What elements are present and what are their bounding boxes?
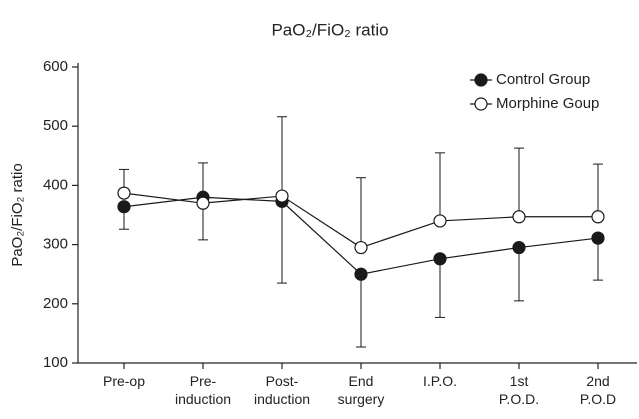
point (591, 231, 605, 245)
x-tick-label: Pre- induction (174, 373, 232, 407)
y-tick-label: 600 (43, 58, 68, 75)
point (117, 186, 131, 200)
y-tick-label: 300 (43, 236, 68, 253)
x-tick-label: 1st P.O.D. (498, 373, 540, 407)
y-tick-label: 500 (43, 117, 68, 134)
point (512, 240, 526, 255)
x-tick-label: End surgery (337, 373, 385, 407)
point (591, 210, 605, 224)
chart-title: PaO₂/FiO₂ ratio (271, 20, 388, 39)
point (433, 252, 447, 266)
x-tick-label: Post- induction (253, 373, 311, 407)
point (275, 189, 289, 203)
legend-marker (474, 97, 488, 111)
x-tick-label: Pre-op (102, 373, 146, 389)
point (117, 200, 131, 214)
point (354, 267, 368, 281)
y-tick-label: 100 (43, 354, 68, 371)
y-tick-label: 200 (43, 295, 68, 312)
x-tick-label: I.P.O. (423, 373, 457, 389)
legend-label: Control Group (496, 71, 590, 88)
point (433, 214, 447, 228)
point (196, 196, 210, 210)
x-tick-label: 2nd P.O.D (579, 373, 617, 407)
y-axis-label: PaO₂/FiO₂ ratio (9, 163, 26, 266)
legend-label: Morphine Goup (496, 95, 599, 112)
point (512, 210, 526, 224)
legend-marker (474, 73, 488, 87)
point (354, 240, 368, 255)
y-tick-label: 400 (43, 176, 68, 193)
